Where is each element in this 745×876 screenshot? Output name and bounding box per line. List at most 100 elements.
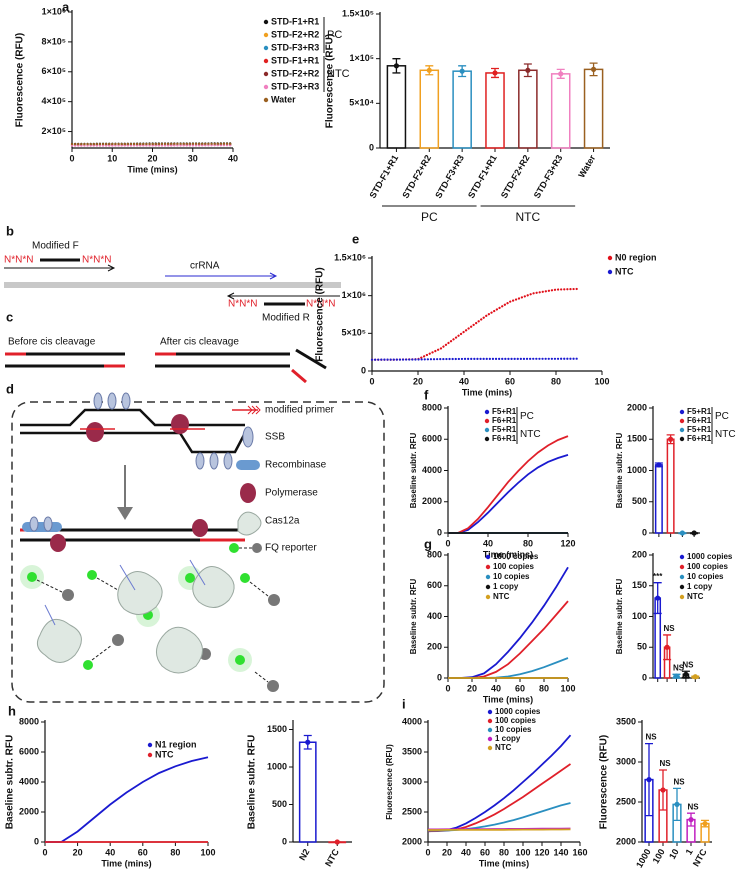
bar bbox=[518, 69, 538, 149]
legend-label: Cas12a bbox=[265, 516, 300, 527]
bar bbox=[654, 464, 663, 534]
bar-point bbox=[679, 530, 685, 536]
legend-marker bbox=[263, 45, 269, 51]
panel-label: c bbox=[6, 309, 13, 324]
legend-marker bbox=[487, 709, 493, 715]
y-tick-label: 500 bbox=[272, 799, 287, 809]
y-tick-label: 0 bbox=[34, 836, 39, 846]
bar-point bbox=[459, 68, 465, 74]
y-tick-label: 3000 bbox=[402, 776, 422, 786]
annotation: NS bbox=[682, 660, 694, 669]
x-tick-label: STD-F3+R3 bbox=[532, 153, 565, 200]
legend-label: 1000 copies bbox=[495, 707, 541, 716]
legend-label: STD-F3+R3 bbox=[271, 81, 319, 91]
panel-label: g bbox=[424, 536, 432, 551]
y-tick-label: 2500 bbox=[616, 796, 636, 806]
x-tick-label: 100 bbox=[515, 847, 530, 857]
chart: 0 500 1000 1500 2000 Baseline subtr. RFU F5+R1… bbox=[615, 402, 735, 537]
legend-label: F6+R1 bbox=[687, 416, 712, 425]
x-axis-title: Time (mins) bbox=[462, 387, 512, 397]
annotation: NS bbox=[664, 624, 676, 633]
y-tick-label: 1500 bbox=[627, 434, 647, 444]
chart: 0 5×10⁴ 1×10⁵ 1.5×10⁵ Fluorescence (RFU) STD-… bbox=[325, 8, 610, 224]
annotation: NS bbox=[673, 778, 685, 787]
x-tick-label: 40 bbox=[105, 847, 115, 857]
y-tick-label: 50 bbox=[637, 642, 647, 652]
bar-point bbox=[664, 644, 670, 650]
legend-label: F5+R1 bbox=[492, 425, 517, 434]
x-tick-label: 40 bbox=[459, 376, 469, 386]
y-tick-label: 0 bbox=[361, 365, 366, 375]
legend-label: 1 copy bbox=[687, 582, 713, 591]
legend-group: PC bbox=[520, 411, 534, 422]
series-line bbox=[448, 454, 569, 534]
label: crRNA bbox=[190, 261, 220, 272]
x-tick-label: 20 bbox=[467, 683, 477, 693]
y-tick-label: 100 bbox=[632, 611, 647, 621]
legend-group: PC bbox=[327, 29, 342, 41]
legend-group: NTC bbox=[715, 429, 736, 440]
x-tick-label: 80 bbox=[539, 683, 549, 693]
y-tick-label: 3500 bbox=[402, 746, 422, 756]
y-axis-title: Baseline subtr. RFU bbox=[409, 578, 418, 654]
legend-marker bbox=[679, 564, 685, 570]
y-tick-label: 1500 bbox=[267, 724, 287, 734]
legend-marker bbox=[487, 736, 493, 742]
chart: 0 500 1000 1500 Baseline subtr. RFU N2 NTC bbox=[247, 720, 352, 868]
x-tick-label: 140 bbox=[553, 847, 568, 857]
legend-label: 10 copies bbox=[687, 572, 724, 581]
bar-point bbox=[525, 67, 531, 73]
x-tick-label: STD-F3+R3 bbox=[433, 153, 466, 200]
x-tick-label: 40 bbox=[228, 153, 238, 163]
x-tick-label: 100 bbox=[594, 376, 609, 386]
legend-marker bbox=[484, 418, 490, 424]
diagram-d: d bbox=[6, 381, 385, 703]
label: After cis cleavage bbox=[160, 337, 239, 348]
legend-marker bbox=[147, 752, 153, 758]
x-tick-label: 120 bbox=[560, 538, 575, 548]
legend-label: STD-F2+R2 bbox=[271, 29, 319, 39]
y-tick-label: 2×10⁵ bbox=[42, 126, 67, 136]
x-tick-label: 20 bbox=[147, 153, 157, 163]
y-tick-label: 8000 bbox=[19, 716, 39, 726]
y-tick-label: 600 bbox=[427, 580, 442, 590]
y-tick-label: 8×10⁵ bbox=[42, 36, 67, 46]
x-tick-label: 20 bbox=[442, 847, 452, 857]
ssb bbox=[43, 516, 53, 532]
series-line bbox=[370, 287, 581, 361]
label: Modified R bbox=[262, 313, 310, 324]
y-tick-label: 1×10⁵ bbox=[350, 53, 375, 63]
annotation: *** bbox=[653, 572, 663, 581]
x-tick-label: 60 bbox=[505, 376, 515, 386]
y-axis-title: Baseline subtr. RFU bbox=[615, 432, 624, 508]
bar-point bbox=[646, 777, 652, 783]
y-tick-label: 1×10⁶ bbox=[42, 6, 66, 16]
x-tick-label: 80 bbox=[551, 376, 561, 386]
legend-label: NTC bbox=[615, 266, 634, 276]
y-tick-label: 8000 bbox=[422, 402, 442, 412]
diagram-c: c Before cis cleavage After cis cleavage bbox=[5, 309, 327, 384]
x-tick-label: 1 bbox=[684, 847, 695, 856]
legend-label: 10 copies bbox=[495, 725, 532, 734]
x-tick-label: NTC bbox=[323, 847, 341, 868]
legend-label: F5+R1 bbox=[687, 407, 712, 416]
chart: f 0 2000 4000 6000 8000 Baseline subtr. RFU 0 40… bbox=[409, 387, 575, 559]
legend-label: 1 copy bbox=[495, 734, 521, 743]
panel-label: d bbox=[6, 381, 14, 396]
template bbox=[4, 282, 341, 288]
y-tick-label: 0 bbox=[369, 142, 374, 152]
y-axis-title: Baseline subtr. RFU bbox=[247, 735, 258, 829]
legend-label: N0 region bbox=[615, 252, 657, 262]
bar-point bbox=[655, 595, 661, 601]
y-tick-label: 400 bbox=[427, 611, 442, 621]
x-tick-label: 60 bbox=[138, 847, 148, 857]
bar-point bbox=[674, 801, 680, 808]
x-tick-label: 10 bbox=[107, 153, 117, 163]
legend-group: PC bbox=[715, 411, 729, 422]
y-tick-label: 5×10⁵ bbox=[342, 328, 367, 338]
polymerase bbox=[192, 519, 208, 537]
bar-point bbox=[305, 739, 311, 745]
series-line bbox=[428, 828, 571, 831]
y-axis-title: Fluorescence (RFU) bbox=[15, 33, 26, 127]
